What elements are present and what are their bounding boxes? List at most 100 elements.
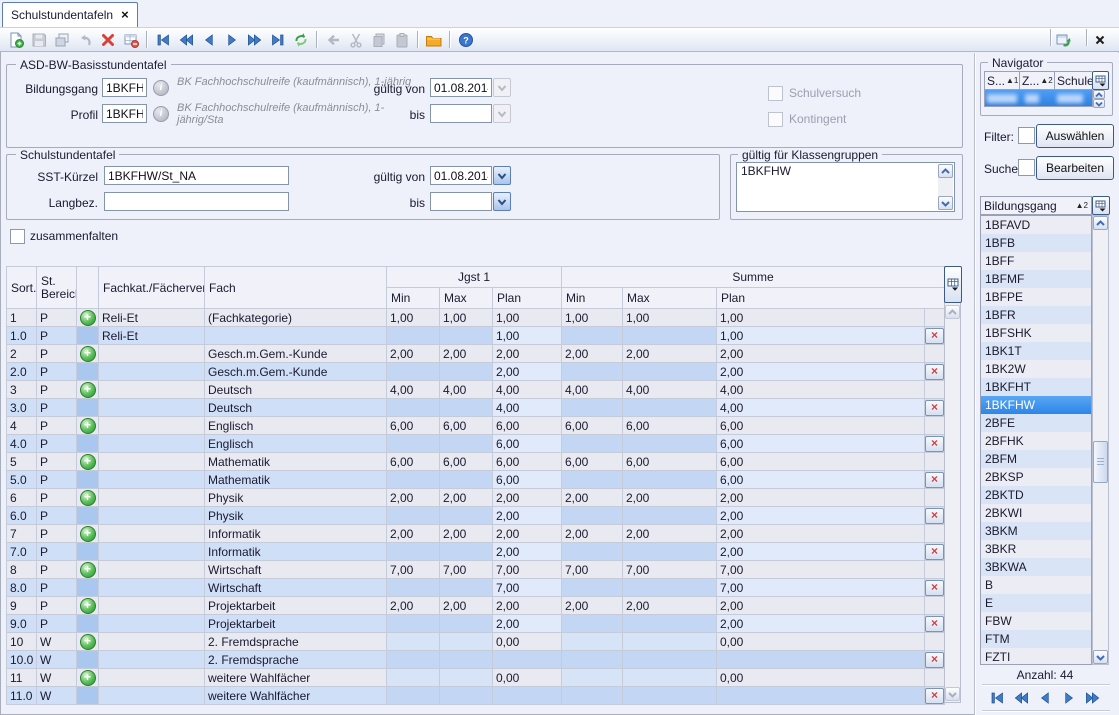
cell-bereich[interactable]: P <box>36 542 77 561</box>
cell-summe-min[interactable]: 2,00 <box>561 488 623 507</box>
list-item[interactable]: B <box>981 576 1091 594</box>
column-header-summe-max[interactable]: Max <box>622 287 717 309</box>
cell-jgst-max[interactable] <box>439 668 493 687</box>
cell-bereich[interactable]: P <box>36 380 77 399</box>
cell-summe-plan[interactable]: 2,00 <box>716 524 925 543</box>
cell-summe-plan[interactable]: 2,00 <box>716 344 925 363</box>
cell-bereich[interactable]: P <box>36 488 77 507</box>
list-item[interactable]: 1BFF <box>981 252 1091 270</box>
cell-summe-min[interactable]: 6,00 <box>561 416 623 435</box>
cell-jgst-plan[interactable]: 2,00 <box>492 506 562 525</box>
save-icon[interactable] <box>27 29 50 50</box>
cell-sort[interactable]: 4.0 <box>6 434 37 453</box>
cell-bereich[interactable]: P <box>36 470 77 489</box>
scroll-down-icon[interactable] <box>1093 99 1105 108</box>
cell-summe-plan[interactable]: 6,00 <box>716 452 925 471</box>
cell-add[interactable]: + <box>76 326 99 345</box>
cell-summe-plan[interactable]: 2,00 <box>716 362 925 381</box>
add-icon[interactable]: + <box>79 490 96 506</box>
cell-add[interactable]: + <box>76 470 99 489</box>
table-row[interactable]: 5.0 P + Mathematik 6,00 6,00 × <box>6 470 946 489</box>
cell-jgst-max[interactable] <box>439 470 493 489</box>
cell-jgst-max[interactable]: 6,00 <box>439 452 493 471</box>
cell-add[interactable]: + <box>76 614 99 633</box>
delete-row-icon[interactable]: × <box>925 435 944 452</box>
navigator-selected-record[interactable] <box>984 90 1093 107</box>
table-row[interactable]: 6.0 P + Physik 2,00 2,00 × <box>6 506 946 525</box>
cell-delete[interactable]: × <box>923 398 946 417</box>
cell-sort[interactable]: 3.0 <box>6 398 37 417</box>
chevron-down-icon[interactable] <box>493 166 511 185</box>
list-item[interactable]: 1BFSHK <box>981 324 1091 342</box>
cell-delete[interactable]: × <box>923 614 946 633</box>
cell-sort[interactable]: 5.0 <box>6 470 37 489</box>
cell-summe-max[interactable] <box>622 506 717 525</box>
cell-bereich[interactable]: W <box>36 686 77 705</box>
column-header-jgst-plan[interactable]: Plan <box>492 287 562 309</box>
column-header-summe-min[interactable]: Min <box>561 287 623 309</box>
cell-jgst-plan[interactable]: 0,00 <box>492 632 562 651</box>
nav-prev-icon[interactable] <box>197 29 220 50</box>
list-item[interactable]: 1BFR <box>981 306 1091 324</box>
cell-bereich[interactable]: P <box>36 596 77 615</box>
scroll-up-icon[interactable] <box>1093 90 1105 99</box>
pager-first-icon[interactable] <box>988 688 1007 707</box>
cell-sort[interactable]: 6.0 <box>6 506 37 525</box>
cell-fachkat[interactable]: Reli-Et <box>98 308 205 327</box>
cell-delete[interactable]: × <box>923 668 946 687</box>
table-row[interactable]: 1.0 P + Reli-Et 1,00 1,00 × <box>6 326 946 345</box>
cell-fach[interactable]: 2. Fremdsprache <box>204 632 387 651</box>
add-icon[interactable]: + <box>79 598 96 614</box>
cell-jgst-plan[interactable]: 2,00 <box>492 524 562 543</box>
cell-delete[interactable]: × <box>923 452 946 471</box>
list-item[interactable]: FBW <box>981 612 1091 630</box>
cell-jgst-min[interactable]: 6,00 <box>386 416 440 435</box>
delete-row-icon[interactable]: × <box>925 471 944 488</box>
table-row[interactable]: 9.0 P + Projektarbeit 2,00 2,00 × <box>6 614 946 633</box>
cell-sort[interactable]: 11.0 <box>6 686 37 705</box>
cell-add[interactable]: + <box>76 542 99 561</box>
cell-summe-min[interactable] <box>561 434 623 453</box>
cell-add[interactable]: + <box>76 632 99 651</box>
cell-delete[interactable]: × <box>923 488 946 507</box>
cell-summe-min[interactable] <box>561 326 623 345</box>
mini-scrollbar[interactable] <box>1093 90 1105 108</box>
cell-jgst-min[interactable]: 4,00 <box>386 380 440 399</box>
cell-summe-plan[interactable]: 4,00 <box>716 398 925 417</box>
cell-delete[interactable]: × <box>923 362 946 381</box>
cell-sort[interactable]: 11 <box>6 668 37 687</box>
cell-delete[interactable]: × <box>923 308 946 327</box>
tab-schulstundentafeln[interactable]: Schulstundentafeln × <box>2 2 138 27</box>
nav-first-icon[interactable] <box>151 29 174 50</box>
cell-sort[interactable]: 8 <box>6 560 37 579</box>
table-row[interactable]: 6 P + Physik 2,00 2,00 2,00 2,00 2,00 2,… <box>6 488 946 507</box>
cell-delete[interactable]: × <box>923 650 946 669</box>
cell-add[interactable]: + <box>76 686 99 705</box>
cell-fach[interactable]: Wirtschaft <box>204 560 387 579</box>
undo-icon[interactable] <box>73 29 96 50</box>
cell-bereich[interactable]: P <box>36 506 77 525</box>
cell-sort[interactable]: 10.0 <box>6 650 37 669</box>
cell-bereich[interactable]: P <box>36 614 77 633</box>
cell-sort[interactable]: 9 <box>6 596 37 615</box>
bildungsgang-list-header[interactable]: Bildungsgang ▲2 <box>980 196 1092 215</box>
cell-fach[interactable]: weitere Wahlfächer <box>204 668 387 687</box>
cell-add[interactable]: + <box>76 308 99 327</box>
delete-icon[interactable] <box>96 29 119 50</box>
cell-summe-plan[interactable]: 2,00 <box>716 506 925 525</box>
cell-summe-max[interactable] <box>622 650 717 669</box>
cell-bereich[interactable]: P <box>36 452 77 471</box>
close-module-icon[interactable] <box>1088 29 1111 50</box>
nav-fast-next-icon[interactable] <box>243 29 266 50</box>
add-icon[interactable]: + <box>79 346 96 362</box>
open-folder-icon[interactable] <box>422 29 445 50</box>
remove-row-icon[interactable] <box>119 29 142 50</box>
cell-jgst-plan[interactable]: 6,00 <box>492 434 562 453</box>
list-options-icon[interactable] <box>1092 196 1110 215</box>
zusammenfalten-checkbox[interactable] <box>10 229 25 244</box>
bildungsgang-list[interactable]: 1BFAVD 1BFB 1BFF 1BFMF 1BFPE 1BFR 1BFSHK 1BK1T 1… <box>980 215 1092 665</box>
cell-jgst-plan[interactable] <box>492 650 562 669</box>
cell-add[interactable]: + <box>76 578 99 597</box>
cell-summe-min[interactable]: 4,00 <box>561 380 623 399</box>
cell-add[interactable]: + <box>76 362 99 381</box>
